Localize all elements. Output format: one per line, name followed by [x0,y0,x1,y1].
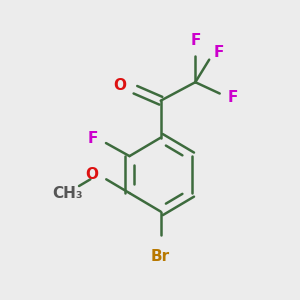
Text: F: F [214,45,224,60]
Text: F: F [228,90,238,105]
Text: F: F [88,131,98,146]
Text: O: O [85,167,98,182]
Text: CH₃: CH₃ [52,186,83,201]
Text: Br: Br [151,248,170,263]
Text: O: O [113,78,126,93]
Text: F: F [190,32,200,47]
